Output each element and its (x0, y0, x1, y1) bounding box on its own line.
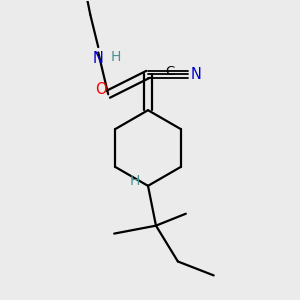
Text: O: O (95, 82, 107, 97)
Text: H: H (110, 50, 121, 64)
Text: N: N (93, 51, 104, 66)
Text: C: C (165, 65, 175, 78)
Text: N: N (190, 67, 201, 82)
Text: H: H (130, 174, 140, 188)
